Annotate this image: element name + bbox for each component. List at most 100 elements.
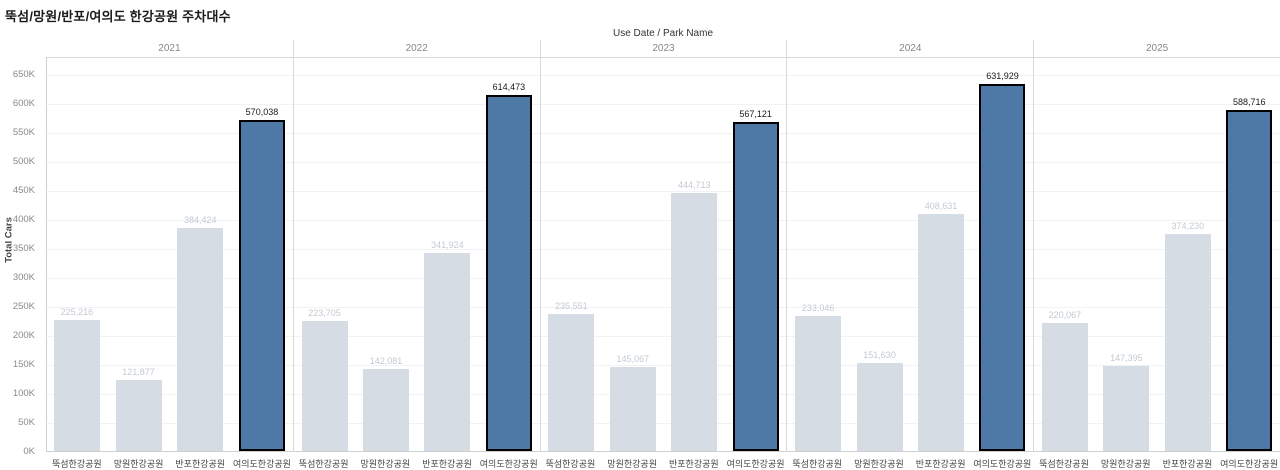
bar-value-label: 570,038	[245, 107, 279, 117]
gridline	[46, 104, 1280, 105]
plot-area: 223,705 142,081 341,924 614,473	[293, 58, 540, 452]
bar-2024-여의도한강공원[interactable]	[979, 84, 1026, 451]
year-panel-2025: 2025 220,067 147,395 374,230 588,716 뚝섬한강공원 망원…	[1033, 40, 1280, 470]
category-label-row: 뚝섬한강공원 망원한강공원 반포한강공원 여의도한강공원	[293, 452, 540, 470]
chart-title: 뚝섬/망원/반포/여의도 한강공원 주차대수	[5, 9, 231, 24]
year-header-2022[interactable]: 2022	[293, 40, 540, 58]
year-header-2024[interactable]: 2024	[787, 40, 1034, 58]
bar-2022-뚝섬한강공원[interactable]	[301, 321, 348, 451]
bar-value-label: 408,631	[924, 201, 958, 211]
year-panel-2022: 2022 223,705 142,081 341,924 614,473 뚝섬한강공원 망원…	[292, 40, 540, 470]
category-label-반포한강공원[interactable]: 반포한강공원	[1162, 459, 1213, 469]
bar-value-label: 145,067	[616, 354, 650, 364]
category-label-망원한강공원[interactable]: 망원한강공원	[360, 459, 411, 469]
category-label-망원한강공원[interactable]: 망원한강공원	[1100, 459, 1151, 469]
y-tick-label: 400K	[12, 214, 35, 225]
category-label-망원한강공원[interactable]: 망원한강공원	[607, 459, 657, 469]
bar-band: 341,924	[417, 58, 478, 451]
year-panels: 2021 225,216 121,877 384,424 570,038 뚝섬한강공원 망원…	[46, 40, 1280, 470]
category-label-여의도한강공원[interactable]: 여의도한강공원	[479, 459, 538, 469]
y-tick-label: 200K	[12, 330, 35, 341]
bar-2024-망원한강공원[interactable]	[856, 363, 903, 451]
bar-band: 444,713	[664, 58, 725, 451]
category-label-망원한강공원[interactable]: 망원한강공원	[113, 459, 164, 469]
bar-2022-여의도한강공원[interactable]	[485, 95, 532, 451]
bar-value-label: 614,473	[492, 82, 526, 92]
category-label-반포한강공원[interactable]: 반포한강공원	[669, 459, 719, 469]
bar-band: 384,424	[169, 58, 231, 451]
category-label-반포한강공원[interactable]: 반포한강공원	[422, 459, 472, 469]
bar-band: 142,081	[355, 58, 416, 451]
bar-2023-뚝섬한강공원[interactable]	[548, 314, 595, 451]
chart-area: 2021 225,216 121,877 384,424 570,038 뚝섬한강공원 망원…	[46, 40, 1280, 470]
y-tick-label: 100K	[12, 388, 35, 399]
plot-area: 235,551 145,067 444,713 567,121	[540, 58, 787, 452]
bar-2022-망원한강공원[interactable]	[362, 369, 409, 451]
bar-value-label: 225,216	[60, 307, 94, 317]
bar-2024-반포한강공원[interactable]	[918, 214, 965, 451]
bar-value-label: 631,929	[986, 71, 1019, 81]
category-label-여의도한강공원[interactable]: 여의도한강공원	[1220, 459, 1279, 469]
category-label-반포한강공원[interactable]: 반포한강공원	[175, 459, 226, 469]
bar-2025-여의도한강공원[interactable]	[1226, 110, 1273, 451]
bar-band: 147,395	[1096, 58, 1157, 451]
gridline	[46, 278, 1280, 279]
y-tick-label: 650K	[12, 69, 35, 80]
bar-band: 614,473	[478, 58, 539, 451]
bar-band: 408,631	[910, 58, 971, 451]
year-header-2023[interactable]: 2023	[540, 40, 787, 58]
bar-band: 374,230	[1157, 58, 1218, 451]
bar-value-label: 567,121	[739, 109, 772, 119]
category-label-뚝섬한강공원[interactable]: 뚝섬한강공원	[52, 459, 102, 469]
category-label-뚝섬한강공원[interactable]: 뚝섬한강공원	[792, 459, 843, 469]
gridline	[46, 423, 1280, 424]
year-header-2025[interactable]: 2025	[1034, 40, 1280, 58]
bar-2021-반포한강공원[interactable]	[177, 228, 224, 451]
year-header-2021[interactable]: 2021	[46, 40, 293, 58]
bar-band: 145,067	[602, 58, 663, 451]
category-label-여의도한강공원[interactable]: 여의도한강공원	[726, 459, 785, 469]
bar-2025-반포한강공원[interactable]	[1164, 234, 1211, 451]
bar-value-label: 151,630	[863, 350, 896, 360]
gridline	[46, 394, 1280, 395]
gridline	[46, 75, 1280, 76]
bar-band: 121,877	[108, 58, 170, 451]
bar-value-label: 374,230	[1171, 221, 1205, 231]
y-axis: 0K 50K 100K 150K 200K 250K 300K 350K 400K 450K 500…	[0, 58, 40, 457]
bar-value-label: 233,046	[801, 303, 835, 313]
y-tick-label: 250K	[12, 301, 35, 312]
bar-value-label: 223,705	[308, 308, 341, 318]
bar-2025-망원한강공원[interactable]	[1103, 366, 1150, 451]
bar-2024-뚝섬한강공원[interactable]	[795, 316, 842, 451]
bar-value-label: 220,067	[1048, 310, 1082, 320]
bar-band: 223,705	[294, 58, 355, 451]
category-label-row: 뚝섬한강공원 망원한강공원 반포한강공원 여의도한강공원	[1033, 452, 1280, 470]
bar-band: 151,630	[849, 58, 910, 451]
gridline	[46, 249, 1280, 250]
bar-2021-뚝섬한강공원[interactable]	[53, 320, 100, 451]
category-label-row: 뚝섬한강공원 망원한강공원 반포한강공원 여의도한강공원	[786, 452, 1033, 470]
bar-2022-반포한강공원[interactable]	[424, 253, 471, 451]
bar-2023-여의도한강공원[interactable]	[732, 122, 779, 451]
y-tick-label: 0K	[23, 446, 35, 457]
column-field-label: Use Date / Park Name	[612, 28, 714, 39]
gridline	[46, 365, 1280, 366]
plot-area: 220,067 147,395 374,230 588,716	[1034, 58, 1280, 452]
bar-2023-망원한강공원[interactable]	[609, 367, 656, 451]
category-label-반포한강공원[interactable]: 반포한강공원	[915, 459, 966, 469]
gridline	[46, 191, 1280, 192]
bar-2021-여의도한강공원[interactable]	[238, 120, 285, 451]
category-label-뚝섬한강공원[interactable]: 뚝섬한강공원	[298, 459, 349, 469]
bar-2021-망원한강공원[interactable]	[115, 380, 162, 451]
category-label-여의도한강공원[interactable]: 여의도한강공원	[973, 459, 1032, 469]
category-label-row: 뚝섬한강공원 망원한강공원 반포한강공원 여의도한강공원	[46, 452, 293, 470]
category-label-망원한강공원[interactable]: 망원한강공원	[854, 459, 904, 469]
year-panel-2023: 2023 235,551 145,067 444,713 567,121 뚝섬한강공원 망원…	[539, 40, 787, 470]
category-label-뚝섬한강공원[interactable]: 뚝섬한강공원	[1039, 459, 1089, 469]
bar-2023-반포한강공원[interactable]	[671, 193, 718, 451]
category-label-여의도한강공원[interactable]: 여의도한강공원	[232, 459, 291, 469]
bar-2025-뚝섬한강공원[interactable]	[1041, 323, 1088, 451]
category-label-뚝섬한강공원[interactable]: 뚝섬한강공원	[545, 459, 596, 469]
bar-band: 225,216	[46, 58, 108, 451]
